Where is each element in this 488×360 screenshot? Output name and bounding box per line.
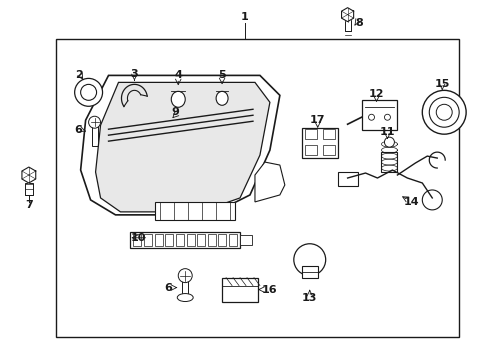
Bar [304, 129, 316, 139]
Text: 12: 12 [368, 89, 384, 99]
Circle shape [81, 84, 96, 100]
Text: 13: 13 [302, 293, 317, 302]
Bar [186, 234, 194, 246]
Bar [301, 266, 317, 278]
Circle shape [428, 97, 458, 127]
Text: 3: 3 [130, 69, 138, 80]
Text: 15: 15 [434, 79, 449, 89]
Ellipse shape [167, 88, 189, 116]
Text: 6: 6 [75, 125, 82, 135]
Text: 5: 5 [218, 71, 225, 80]
Circle shape [384, 137, 394, 147]
Bar [381, 152, 397, 172]
Text: 9: 9 [171, 107, 179, 117]
Circle shape [368, 114, 374, 120]
Bar [130, 232, 240, 248]
Polygon shape [341, 8, 353, 22]
Bar [155, 202, 235, 220]
Bar [91, 124, 98, 146]
Bar [337, 172, 357, 186]
Text: 16: 16 [262, 284, 277, 294]
Text: 6: 6 [164, 283, 172, 293]
Bar [25, 183, 33, 195]
Bar [322, 145, 334, 155]
Circle shape [422, 90, 465, 134]
Bar [322, 129, 334, 139]
Bar [361, 100, 397, 130]
Text: 17: 17 [309, 115, 325, 125]
Bar [207, 234, 215, 246]
Polygon shape [254, 162, 285, 202]
Polygon shape [22, 167, 36, 183]
Ellipse shape [216, 91, 227, 105]
Bar [240, 235, 251, 245]
Circle shape [178, 269, 192, 283]
Bar [218, 234, 226, 246]
Circle shape [88, 116, 101, 128]
Circle shape [384, 114, 389, 120]
Bar [56, 39, 458, 337]
Bar [133, 234, 141, 246]
Text: 11: 11 [379, 127, 394, 137]
Text: 7: 7 [25, 200, 33, 210]
Circle shape [422, 190, 441, 210]
Bar [344, 15, 350, 31]
Polygon shape [81, 75, 279, 215]
Text: 4: 4 [174, 71, 182, 80]
Bar [304, 145, 316, 155]
Bar [144, 234, 152, 246]
Bar [228, 234, 237, 246]
Text: 8: 8 [355, 18, 363, 28]
Bar [182, 278, 188, 298]
Bar [222, 278, 258, 302]
Ellipse shape [171, 91, 185, 107]
Circle shape [293, 244, 325, 276]
Text: 10: 10 [130, 233, 146, 243]
Bar [176, 234, 183, 246]
Ellipse shape [177, 293, 193, 302]
Text: 14: 14 [403, 197, 418, 207]
Text: 1: 1 [241, 12, 248, 22]
Bar [301, 128, 337, 158]
Bar [165, 234, 173, 246]
Circle shape [75, 78, 102, 106]
Polygon shape [95, 82, 269, 212]
Bar [154, 234, 163, 246]
Bar [197, 234, 205, 246]
Text: 2: 2 [75, 71, 82, 80]
Ellipse shape [212, 87, 232, 113]
Circle shape [435, 104, 451, 120]
